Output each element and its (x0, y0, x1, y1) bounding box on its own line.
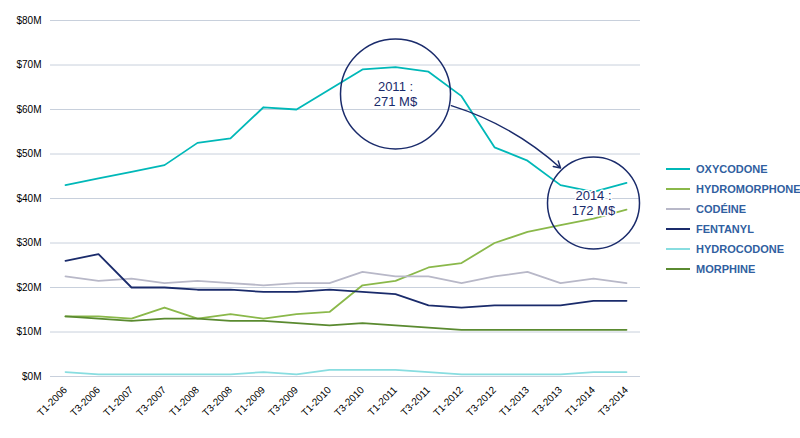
svg-text:2011 :271 M$: 2011 :271 M$ (374, 79, 418, 108)
svg-text:$20M: $20M (16, 282, 41, 293)
svg-text:$40M: $40M (16, 193, 41, 204)
html-text:OXYCODONE: OXYCODONE (696, 163, 768, 175)
svg-text:T1-2006: T1-2006 (35, 384, 69, 418)
html-text:CODÉINE: CODÉINE (696, 203, 747, 215)
svg-text:$80M: $80M (16, 15, 41, 26)
svg-text:T3-2011: T3-2011 (399, 384, 433, 418)
svg-text:T1-2014: T1-2014 (563, 384, 597, 418)
svg-text:T1-2008: T1-2008 (167, 384, 201, 418)
svg-text:T3-2014: T3-2014 (596, 384, 630, 418)
svg-text:$50M: $50M (16, 148, 41, 159)
svg-text:T1-2007: T1-2007 (101, 384, 135, 418)
svg-text:$30M: $30M (16, 237, 41, 248)
svg-text:2014 :172 M$: 2014 :172 M$ (572, 188, 616, 217)
svg-text:T3-2008: T3-2008 (200, 384, 234, 418)
svg-text:T1-2011: T1-2011 (366, 384, 400, 418)
svg-text:T3-2007: T3-2007 (134, 384, 168, 418)
svg-text:T1-2010: T1-2010 (299, 384, 333, 418)
svg-text:T3-2013: T3-2013 (530, 384, 564, 418)
svg-text:T3-2012: T3-2012 (464, 384, 498, 418)
svg-text:T1-2012: T1-2012 (431, 384, 465, 418)
html-text:MORPHINE: MORPHINE (696, 263, 756, 275)
svg-text:T1-2009: T1-2009 (233, 384, 267, 418)
html-text:HYDROCODONE: HYDROCODONE (696, 243, 784, 255)
svg-text:T3-2009: T3-2009 (266, 384, 300, 418)
svg-text:$70M: $70M (16, 59, 41, 70)
svg-text:T3-2006: T3-2006 (68, 384, 102, 418)
svg-text:$60M: $60M (16, 104, 41, 115)
html-text:HYDROMORPHONE: HYDROMORPHONE (696, 183, 800, 195)
svg-text:$10M: $10M (16, 326, 41, 337)
svg-text:T3-2010: T3-2010 (332, 384, 366, 418)
html-text:FENTANYL: FENTANYL (696, 223, 754, 235)
svg-text:$0M: $0M (22, 371, 41, 382)
svg-text:T1-2013: T1-2013 (497, 384, 531, 418)
